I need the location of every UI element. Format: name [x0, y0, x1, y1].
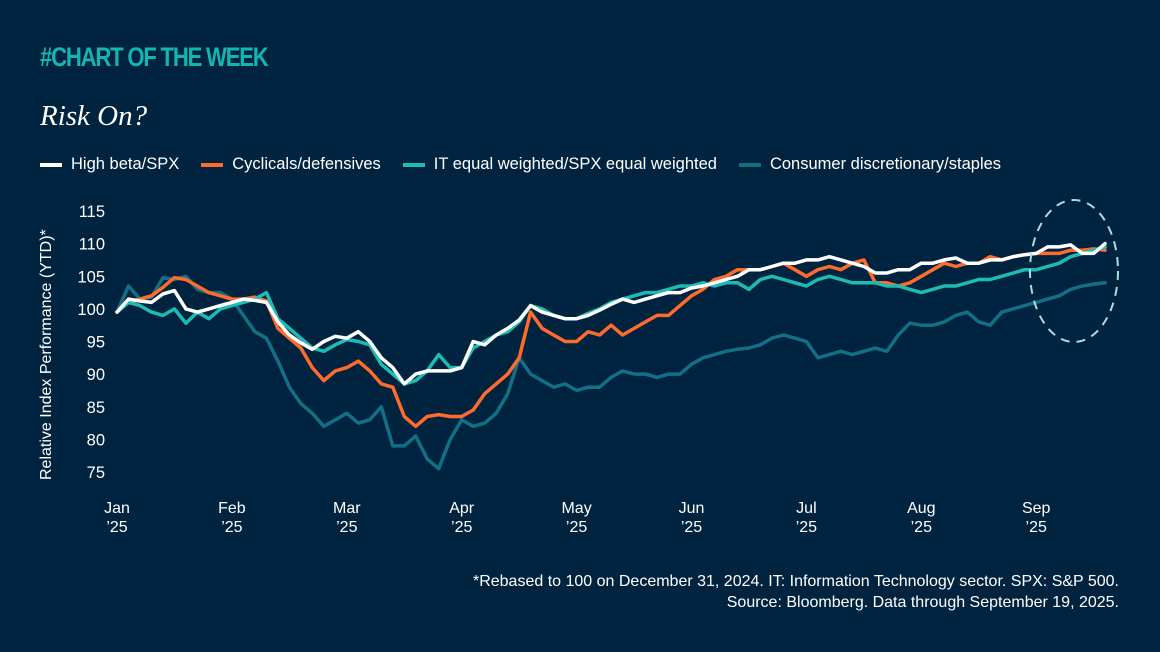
footnote-line-2: Source: Bloomberg. Data through Septembe…	[726, 594, 1119, 611]
x-tick-year-label: ’25	[796, 519, 817, 536]
y-ticks: 115 110 105 100 95 90 85 80 75	[77, 203, 105, 482]
y-tick-label: 75	[87, 464, 105, 482]
legend-swatch	[40, 162, 62, 167]
chart-title: Risk On?	[40, 100, 148, 132]
series-line-cyclicals-defensives	[115, 247, 1107, 429]
x-tick-label: Apr	[449, 500, 475, 517]
chart-of-the-week-kicker: #CHART OF THE WEEK	[40, 42, 269, 72]
legend-swatch	[201, 162, 224, 167]
footnote-line-1: *Rebased to 100 on December 31, 2024. IT…	[472, 573, 1119, 590]
series-lines	[115, 241, 1107, 471]
x-tick-year-label: ’25	[566, 519, 587, 536]
legend-label: Consumer discretionary/staples	[769, 155, 1002, 173]
footnote: *Rebased to 100 on December 31, 2024. IT…	[473, 571, 1119, 613]
x-tick-year-label: ’25	[451, 519, 472, 536]
y-tick-label: 100	[77, 301, 105, 319]
y-tick-label: 115	[79, 203, 105, 221]
x-tick-label: Mar	[333, 500, 361, 517]
x-tick-year-label: ’25	[221, 519, 242, 536]
legend-label: High beta/SPX	[71, 155, 180, 173]
legend: High beta/SPX Cyclicals/defensives IT eq…	[40, 155, 1023, 174]
x-tick-label: Aug	[907, 500, 935, 517]
x-tick-label: Jun	[679, 500, 705, 517]
legend-item-high-beta: High beta/SPX	[40, 155, 179, 174]
x-tick-label: Sep	[1022, 500, 1051, 517]
x-tick-year-label: ’25	[106, 519, 127, 536]
legend-swatch	[738, 162, 761, 167]
x-tick-label: Jul	[796, 500, 816, 517]
highlight-ellipse	[1029, 199, 1119, 343]
x-tick-label: May	[561, 500, 591, 517]
y-tick-label: 85	[87, 399, 105, 417]
x-tick-year-label: ’25	[1026, 519, 1047, 536]
legend-item-consumer: Consumer discretionary/staples	[738, 155, 1002, 174]
x-tick-year-label: ’25	[911, 519, 932, 536]
series-line-consumer-discretionary-staples	[115, 274, 1107, 471]
x-tick-year-label: ’25	[336, 519, 357, 536]
x-tick-year-label: ’25	[681, 519, 702, 536]
legend-swatch	[402, 162, 425, 167]
y-tick-label: 95	[87, 334, 105, 352]
y-tick-label: 80	[87, 431, 105, 449]
series-line-high-beta-spx	[115, 241, 1107, 386]
legend-label: IT equal weighted/SPX equal weighted	[433, 155, 717, 173]
x-tick-label: Jan	[104, 500, 130, 517]
y-tick-label: 105	[77, 268, 105, 286]
y-tick-label: 110	[79, 236, 105, 254]
x-tick-label: Feb	[218, 500, 246, 517]
x-ticks: Jan ’25 Feb ’25 Mar ’25 Apr ’25 May ’25 Jun ’25 Jul ’…	[104, 500, 1050, 536]
y-tick-label: 90	[87, 366, 105, 384]
legend-item-cyclicals: Cyclicals/defensives	[201, 155, 381, 174]
legend-item-it-equal-weighted: IT equal weighted/SPX equal weighted	[402, 155, 717, 174]
legend-label: Cyclicals/defensives	[232, 155, 381, 173]
